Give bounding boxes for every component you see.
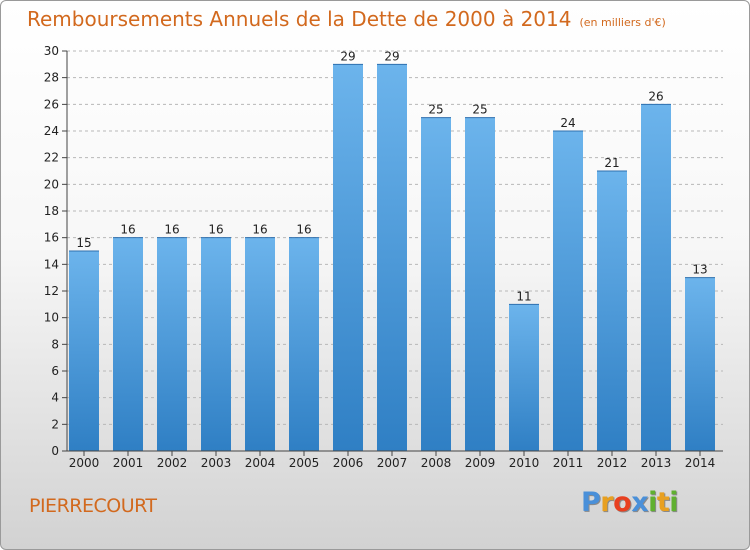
bar-2011 (553, 131, 583, 451)
bar-value-label: 21 (604, 156, 619, 170)
bar-2006 (333, 64, 363, 452)
bar-2000 (69, 251, 99, 451)
bar-2014 (685, 277, 715, 451)
x-tick-label: 2003 (201, 456, 232, 470)
bar-2012 (597, 171, 627, 451)
logo-letter: P (581, 487, 601, 518)
y-tick-label: 30 (44, 44, 59, 58)
bar-value-label: 16 (296, 223, 311, 237)
y-tick-label: 0 (51, 444, 59, 458)
y-tick-label: 18 (44, 204, 59, 218)
y-tick-label: 8 (51, 337, 59, 351)
bar-2008 (421, 117, 451, 452)
x-tick-label: 2011 (553, 456, 584, 470)
logo-letter: i (669, 487, 679, 518)
y-tick-label: 22 (44, 151, 59, 165)
bar-value-label: 25 (428, 103, 443, 117)
bar-2001 (113, 237, 143, 451)
x-tick-label: 2009 (465, 456, 496, 470)
y-tick-label: 28 (44, 71, 59, 85)
y-tick-label: 20 (44, 177, 59, 191)
y-tick-label: 24 (44, 124, 59, 138)
bar-value-label: 16 (164, 223, 179, 237)
logo-letter: t (656, 487, 670, 518)
chart-title-block: Remboursements Annuels de la Dette de 20… (27, 7, 666, 31)
bar-value-label: 16 (252, 223, 267, 237)
y-tick-label: 16 (44, 231, 59, 245)
bar-value-label: 16 (208, 223, 223, 237)
bar-value-label: 26 (648, 89, 663, 103)
bar-2002 (157, 237, 187, 451)
x-tick-label: 2005 (289, 456, 320, 470)
y-tick-label: 26 (44, 97, 59, 111)
bar-2010 (509, 304, 539, 451)
bar-value-label: 15 (76, 236, 91, 250)
bar-value-label: 11 (516, 289, 531, 303)
x-tick-label: 2000 (69, 456, 100, 470)
y-tick-label: 14 (44, 257, 59, 271)
y-tick-label: 6 (51, 364, 59, 378)
bar-value-label: 16 (120, 223, 135, 237)
logo-letter: o (613, 487, 632, 518)
bar-value-label: 25 (472, 103, 487, 117)
x-tick-label: 2001 (113, 456, 144, 470)
bar-value-label: 24 (560, 116, 575, 130)
x-tick-label: 2013 (641, 456, 672, 470)
x-tick-label: 2014 (685, 456, 716, 470)
commune-name: PIERRECOURT (29, 495, 157, 517)
x-tick-label: 2002 (157, 456, 188, 470)
chart-title: Remboursements Annuels de la Dette de 20… (27, 7, 572, 31)
y-tick-label: 12 (44, 284, 59, 298)
bar-2009 (465, 117, 495, 452)
proxiti-logo: Proxiti (581, 487, 679, 518)
logo-letter: i (648, 487, 657, 518)
bar-value-label: 29 (340, 49, 355, 63)
chart-subtitle: (en milliers d'€) (579, 16, 666, 29)
bar-value-label: 13 (692, 263, 707, 277)
x-tick-label: 2004 (245, 456, 276, 470)
logo-letter: r (600, 487, 614, 518)
bar-2004 (245, 237, 275, 451)
bar-2013 (641, 104, 671, 451)
x-tick-label: 2008 (421, 456, 452, 470)
bar-2005 (289, 237, 319, 451)
x-tick-label: 2007 (377, 456, 408, 470)
x-tick-label: 2006 (333, 456, 364, 470)
y-tick-label: 2 (51, 417, 59, 431)
bar-2003 (201, 237, 231, 451)
y-tick-label: 10 (44, 311, 59, 325)
bar-value-label: 29 (384, 49, 399, 63)
logo-letter: x (631, 487, 649, 518)
y-tick-label: 4 (51, 391, 59, 405)
bar-2007 (377, 64, 407, 452)
x-tick-label: 2012 (597, 456, 628, 470)
x-tick-label: 2010 (509, 456, 540, 470)
